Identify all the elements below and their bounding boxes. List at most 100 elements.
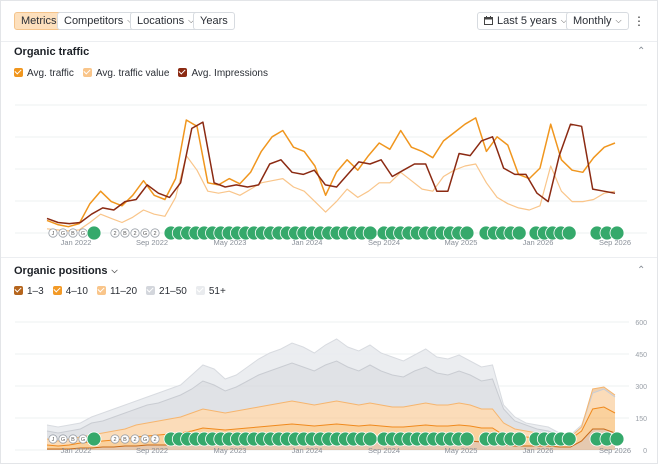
annotation-marker-label: J [52,437,55,443]
traffic-legend-item[interactable]: Avg. traffic [14,68,74,79]
annotation-marker[interactable] [561,225,577,241]
annotation-marker[interactable] [459,225,475,241]
positions-title-label: Organic positions [14,265,108,277]
annotation-marker-label: G [61,231,65,237]
chevron-down-icon: ⌵ [111,266,118,275]
calendar-icon [484,16,493,25]
annotation-marker[interactable] [130,228,140,238]
annotation-marker[interactable] [120,434,130,444]
annotation-marker[interactable] [609,225,625,241]
checkbox-icon[interactable] [195,286,205,295]
annotation-marker[interactable] [130,434,140,444]
positions-legend-item[interactable]: 21–50 [146,286,187,297]
metrics-button[interactable]: Metrics [14,12,64,30]
more-options-icon[interactable]: ⋮ [633,14,645,28]
positions-series-line [46,386,616,442]
checkbox-icon[interactable] [146,286,156,295]
annotation-marker[interactable] [68,228,78,238]
annotation-marker[interactable] [511,225,527,241]
x-tick-label: Sep 2024 [368,446,400,455]
collapse-positions-icon[interactable]: ⌃ [637,265,646,276]
annotation-marker-label: G [143,231,147,237]
granularity-dropdown[interactable]: Monthly ⌵ [566,12,629,30]
positions-series-line [46,338,616,436]
traffic-series-line[interactable] [46,121,616,225]
annotation-marker[interactable] [48,228,58,238]
annotation-marker[interactable] [459,431,475,447]
annotation-marker[interactable] [58,434,68,444]
annotation-marker[interactable] [86,225,102,241]
competitors-dropdown[interactable]: Competitors⌵ [57,12,141,30]
traffic-legend-item[interactable]: Avg. traffic value [82,68,169,79]
x-tick-label: May 2025 [445,446,478,455]
y-tick-label: 450 [635,352,647,359]
annotation-marker[interactable] [140,434,150,444]
positions-legend-label: 21–50 [159,286,187,297]
checkbox-icon[interactable] [14,286,23,295]
y-tick-label: 150 [635,416,647,423]
traffic-legend-label: Avg. Impressions [191,68,268,79]
x-tick-label: May 2025 [445,238,478,247]
collapse-traffic-icon[interactable]: ⌃ [637,46,646,57]
traffic-legend: Avg. traffic Avg. traffic value Avg. Impre… [14,68,277,79]
annotation-marker[interactable] [609,431,625,447]
positions-legend: 1–3 4–10 11–20 21–50 51+ [14,286,235,297]
area-51-plus[interactable] [47,339,615,437]
x-tick-label: Sep 2026 [599,238,631,247]
positions-legend-item[interactable]: 1–3 [14,286,44,297]
checkbox-icon[interactable] [96,286,106,295]
annotation-marker[interactable] [140,228,150,238]
x-tick-label: Jan 2022 [61,238,92,247]
date-range-label: Last 5 years [497,15,557,27]
annotation-marker[interactable] [150,434,160,444]
date-range-dropdown[interactable]: Last 5 years ⌵ [477,12,574,30]
positions-legend-label: 11–20 [109,286,138,297]
checkbox-icon[interactable] [82,68,92,77]
x-tick-label: May 2023 [214,446,247,455]
checkbox-icon[interactable] [178,68,188,77]
competitors-label: Competitors [64,15,124,27]
annotation-marker[interactable] [110,434,120,444]
chevron-down-icon: ⌵ [188,16,195,25]
annotation-marker[interactable] [120,228,130,238]
positions-legend-item[interactable]: 11–20 [96,286,138,297]
x-tick-label: May 2023 [214,238,247,247]
annotation-marker[interactable] [68,434,78,444]
checkbox-icon[interactable] [52,286,62,295]
x-tick-label: Sep 2022 [136,446,168,455]
annotation-marker-label: B [71,231,75,237]
y-tick-label: 600 [635,320,647,327]
traffic-legend-label: Avg. traffic [27,68,74,79]
annotation-marker-label: B [71,437,75,443]
positions-legend-label: 1–3 [27,286,44,297]
annotation-marker[interactable] [511,431,527,447]
annotation-marker[interactable] [110,228,120,238]
annotation-marker-label: 2 [133,437,136,443]
x-tick-label: Sep 2022 [136,238,168,247]
positions-legend-item[interactable]: 4–10 [52,286,88,297]
annotation-marker[interactable] [362,431,378,447]
annotation-marker-label: G [61,437,65,443]
annotation-marker[interactable] [86,431,102,447]
locations-dropdown[interactable]: Locations ⌵ [130,12,202,30]
y-tick-label: 300 [635,384,647,391]
annotation-marker[interactable] [58,228,68,238]
annotation-marker[interactable] [48,434,58,444]
positions-title[interactable]: Organic positions ⌵ [14,265,118,277]
traffic-title: Organic traffic [14,46,90,58]
chevron-down-icon: ⌵ [560,16,567,25]
area-21-50[interactable] [47,361,615,441]
traffic-legend-item[interactable]: Avg. Impressions [178,68,268,79]
annotation-marker[interactable] [561,431,577,447]
traffic-series-line[interactable] [46,155,616,232]
checkbox-icon[interactable] [14,68,23,77]
granularity-label: Monthly [573,15,612,27]
years-button[interactable]: Years [193,12,235,30]
positions-legend-item[interactable]: 51+ [195,286,226,297]
annotation-marker-label: 2 [153,437,156,443]
annotation-marker[interactable] [150,228,160,238]
